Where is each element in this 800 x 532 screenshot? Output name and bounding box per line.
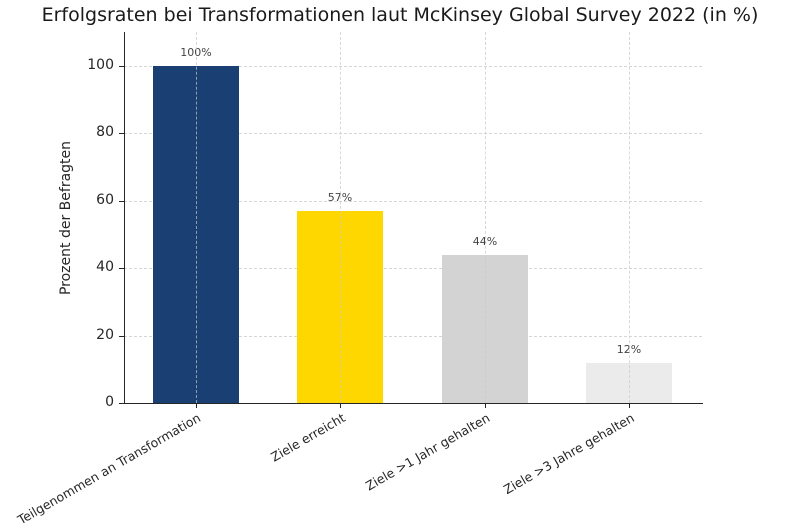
bar-value-label: 44%: [472, 234, 498, 248]
grid-line-horizontal: [124, 268, 702, 270]
plot-area: 100% 57% 44% 12%: [124, 32, 702, 403]
y-tick-label: 20: [96, 326, 114, 343]
y-tick-label: 0: [105, 394, 114, 410]
x-tick-label: Ziele >1 Jahr gehalten: [363, 410, 493, 494]
grid-line-horizontal: [124, 200, 702, 202]
y-tick-label: 80: [96, 124, 114, 141]
chart-title: Erfolgsraten bei Transformationen laut M…: [41, 4, 759, 26]
y-tick-mark: [119, 133, 124, 135]
grid-line-vertical: [340, 32, 341, 403]
y-axis-label: Prozent der Befragten: [58, 140, 74, 296]
grid-line-vertical: [485, 32, 486, 403]
y-tick-label: 60: [96, 191, 114, 208]
x-tick-label: Ziele >3 Jahre gehalten: [500, 410, 637, 498]
y-tick-mark: [119, 335, 124, 337]
y-tick-mark: [119, 268, 124, 270]
grid-line-horizontal: [124, 335, 702, 337]
x-tick-mark: [340, 403, 341, 408]
bar-value-label: 57%: [327, 190, 353, 204]
grid-line-horizontal: [124, 133, 702, 135]
y-tick-mark: [119, 200, 124, 202]
y-tick-mark: [119, 65, 124, 67]
x-tick-label: Ziele erreicht: [267, 410, 348, 465]
x-tick-mark: [629, 403, 630, 408]
y-tick-mark: [119, 403, 124, 404]
y-axis-line: [124, 32, 125, 404]
bar-value-label: 12%: [616, 342, 642, 356]
grid-line-vertical: [196, 32, 197, 403]
x-tick-mark: [485, 403, 486, 408]
y-tick-label: 40: [96, 259, 114, 276]
y-tick-label: 100: [87, 56, 114, 73]
x-axis-line: [124, 403, 703, 404]
grid-line-vertical: [629, 32, 630, 403]
x-tick-label: Teilgenommen an Transformation: [15, 410, 204, 528]
x-tick-mark: [196, 403, 197, 408]
bar-value-label: 100%: [180, 45, 212, 59]
grid-line-horizontal: [124, 65, 702, 67]
